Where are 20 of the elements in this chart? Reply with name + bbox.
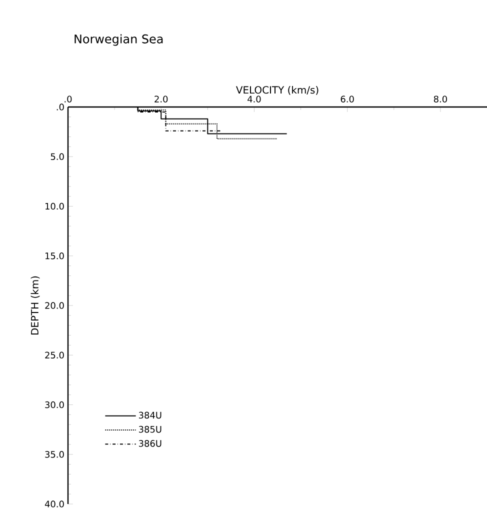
y-tick-label: 35.0 [45, 450, 64, 458]
legend-label: 384U [139, 412, 162, 419]
y-tick-label: 40.0 [44, 500, 64, 508]
x-tick-label: 2.0 [154, 96, 168, 102]
chart-title: Norwegian Sea [74, 34, 163, 46]
x-tick-label: 6.0 [340, 96, 354, 102]
y-tick-label: 20.0 [45, 302, 64, 309]
legend-label: 385U [139, 426, 162, 433]
y-tick-label: .0 [56, 104, 64, 110]
y-tick-label: 10.0 [46, 202, 64, 210]
x-tick-label: 4.0 [248, 96, 261, 102]
x-tick-label: 8.0 [434, 96, 447, 102]
x-tick-label: .0 [64, 96, 72, 102]
y-tick-label: 15.0 [46, 252, 64, 260]
y-tick-label: 25.0 [45, 352, 64, 359]
legend-label: 386U [139, 440, 162, 447]
x-axis-title: VELOCITY (km/s) [236, 86, 318, 95]
y-axis-title: DEPTH (km) [30, 276, 40, 334]
y-tick-label: 5.0 [50, 153, 64, 160]
y-tick-label: 30.0 [45, 401, 64, 408]
